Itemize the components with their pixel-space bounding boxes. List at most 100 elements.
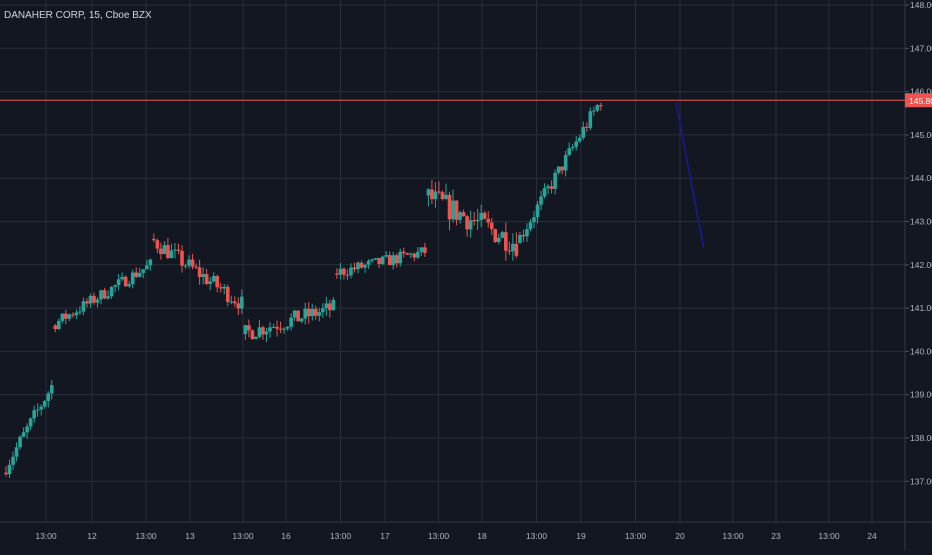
candle-body: [567, 148, 571, 155]
candle-body: [257, 327, 262, 337]
candle-body: [296, 310, 300, 322]
candle-body: [46, 393, 51, 402]
candle-body: [162, 245, 167, 255]
candle-body: [218, 287, 223, 289]
y-tick-label: 145.00: [910, 130, 932, 140]
y-tick-label: 137.00: [910, 476, 932, 486]
candle-body: [511, 243, 515, 252]
candle-body: [155, 240, 160, 249]
candle-body: [366, 260, 371, 265]
candle-body: [113, 285, 117, 287]
candle-body: [109, 286, 114, 297]
candle-body: [208, 281, 212, 284]
candle-body: [120, 276, 124, 280]
candle-body: [67, 314, 72, 319]
candle-body: [387, 255, 392, 266]
candle-body: [542, 188, 547, 197]
x-tick-label: 13:00: [428, 531, 450, 541]
candle-body: [335, 273, 339, 275]
y-tick-label: 138.00: [910, 433, 932, 443]
candle-body: [412, 253, 417, 258]
candle-body: [377, 257, 381, 264]
candle-body: [532, 217, 536, 223]
candle-body: [42, 401, 47, 407]
candle-body: [423, 247, 427, 254]
candle-body: [190, 259, 195, 267]
candle-body: [240, 296, 244, 309]
candle-body: [482, 212, 487, 219]
x-tick-label: 19: [576, 531, 586, 541]
candle-body: [127, 284, 131, 287]
y-tick-label: 140.00: [910, 346, 932, 356]
x-tick-label: 13:00: [232, 531, 254, 541]
candle-body: [437, 191, 441, 193]
candle-body: [197, 267, 202, 278]
candle-body: [324, 303, 329, 309]
candle-body: [303, 308, 307, 319]
candle-body: [405, 253, 410, 255]
projection-line: [675, 102, 705, 248]
candle-body: [342, 268, 346, 275]
candle-body: [183, 265, 188, 267]
candle-body: [49, 385, 54, 394]
y-tick-label: 142.00: [910, 260, 932, 270]
candle-body: [116, 279, 121, 286]
candle-body: [278, 328, 283, 330]
candle-body: [409, 253, 413, 255]
candle-body: [331, 299, 336, 311]
candle-body: [74, 312, 79, 316]
candle-body: [99, 290, 103, 300]
x-tick-label: 13:00: [722, 531, 744, 541]
candle-body: [169, 250, 174, 259]
candle-body: [472, 220, 476, 222]
candle-body: [345, 274, 350, 276]
candle-body: [28, 418, 33, 427]
candle-body: [416, 251, 420, 258]
candle-body: [440, 192, 445, 199]
candle-body: [518, 234, 522, 244]
candle-body: [356, 262, 360, 270]
candle-body: [525, 229, 529, 237]
candle-body: [18, 436, 22, 448]
candle-body: [461, 212, 466, 217]
candle-body: [454, 200, 459, 220]
candle-body: [486, 218, 491, 223]
candle-body: [275, 326, 279, 329]
candle-body: [581, 126, 586, 138]
candle-body: [145, 265, 149, 270]
candle-body: [317, 312, 322, 316]
candle-body: [528, 222, 533, 230]
candle-body: [53, 325, 58, 329]
candle-body: [363, 264, 367, 268]
candle-body: [306, 308, 311, 317]
candle-body: [137, 272, 142, 277]
x-tick-label: 13: [185, 531, 195, 541]
x-tick-label: 12: [87, 531, 97, 541]
candle-body: [130, 272, 135, 285]
y-tick-label: 139.00: [910, 390, 932, 400]
candle-body: [574, 141, 579, 147]
candle-body: [489, 222, 494, 230]
candle-body: [211, 276, 216, 282]
candle-body: [352, 267, 357, 270]
candle-body: [384, 255, 388, 257]
candle-body: [85, 301, 89, 304]
candle-body: [292, 310, 297, 318]
candle-body: [585, 126, 589, 128]
candle-body: [152, 238, 156, 241]
candle-body: [465, 216, 469, 230]
candle-body: [71, 314, 75, 316]
x-tick-label: 16: [281, 531, 291, 541]
candle-body: [493, 229, 498, 242]
candle-body: [4, 472, 8, 475]
candle-body: [64, 313, 68, 319]
candle-body: [595, 105, 600, 111]
candle-body: [394, 255, 399, 264]
candle-body: [32, 410, 36, 419]
candle-body: [433, 191, 438, 200]
candle-body: [282, 328, 286, 330]
x-tick-label: 17: [380, 531, 390, 541]
candle-body: [514, 243, 519, 256]
y-tick-label: 146.00: [910, 87, 932, 97]
candle-body: [497, 237, 501, 242]
